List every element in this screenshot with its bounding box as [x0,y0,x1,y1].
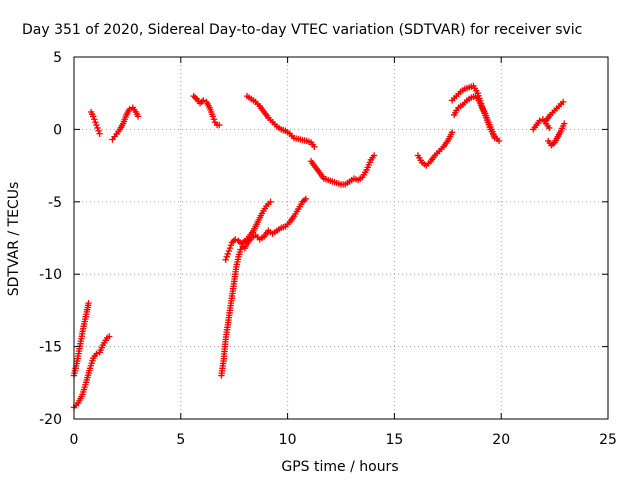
data-point [495,137,503,145]
series-arc-8 [218,195,309,379]
y-tick-label: -5 [48,195,62,211]
series-arc-6 [243,92,318,150]
data-point [223,253,230,261]
series-arc-12 [451,92,498,142]
data-point [216,121,223,129]
y-tick-label: 0 [53,122,62,138]
data-point [559,98,567,106]
data-point [95,127,102,135]
series-arc-14 [542,98,567,124]
series-arc-10 [414,129,456,169]
series-arc-9 [222,198,274,263]
x-tick-label: 25 [599,432,617,448]
series-arc-3 [87,108,103,137]
y-axis-label: SDTVAR / TECUs [6,182,22,297]
series-arc-4 [109,104,142,143]
y-tick-label: -10 [39,267,62,283]
data-series [70,82,568,411]
y-tick-label: -15 [39,340,62,356]
series-line [453,95,496,139]
data-point [96,130,103,137]
x-tick-label: 15 [385,432,403,448]
data-point [267,198,274,205]
data-point [448,129,456,136]
data-point [93,350,100,358]
data-point [210,116,218,123]
x-axis-label: GPS time / hours [281,459,398,475]
data-point [232,236,239,243]
grid [74,57,608,419]
data-point [225,247,233,255]
data-point [92,118,99,126]
data-point [106,333,113,340]
x-tick-label: 20 [492,432,510,448]
data-point [85,299,92,307]
data-point [94,124,101,132]
data-point [222,256,229,263]
x-tick-label: 10 [279,432,297,448]
data-point [134,113,142,120]
series-arc-1 [70,299,92,379]
y-tick-label: 5 [53,50,62,66]
series-arc-7 [307,152,378,188]
data-point [90,113,97,120]
data-point [126,105,133,113]
y-tick-label: -20 [39,412,62,428]
plot-frame [73,56,609,420]
data-point [536,117,543,124]
data-point [491,134,498,142]
data-point [224,250,231,258]
data-point [370,152,378,159]
data-point [546,124,553,132]
data-point [91,116,98,123]
data-point [93,121,100,129]
data-point [227,242,235,249]
data-point [200,97,207,104]
data-point [561,120,568,127]
x-tick-label: 0 [70,432,79,448]
series-arc-15 [544,120,568,149]
data-point [226,244,234,252]
chart-title: Day 351 of 2020, Sidereal Day-to-day VTE… [22,22,582,38]
x-tick-label: 5 [176,432,185,448]
ticks: 0 5 10 15 20 25 5 0 -5 -10 -15 -20 [39,50,617,448]
series-arc-2 [70,333,113,411]
data-point [209,113,217,120]
data-point [302,195,309,203]
series-arc-5 [190,92,223,129]
data-point [311,143,318,150]
